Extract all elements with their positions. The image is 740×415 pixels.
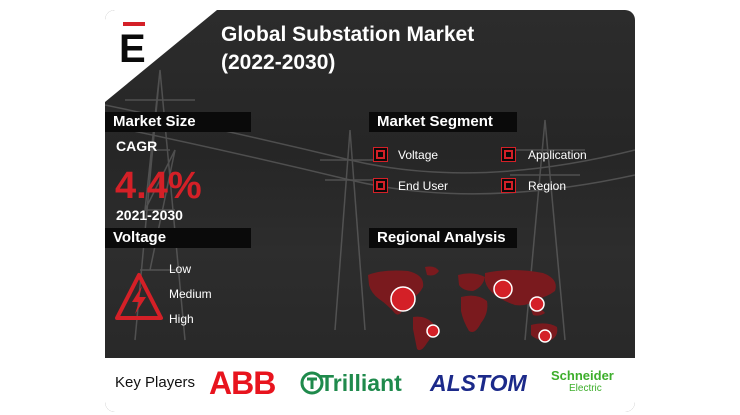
segment-item-voltage: Voltage bbox=[398, 148, 439, 162]
segment-bullet-application bbox=[501, 147, 516, 162]
title-line-1: Global Substation Market bbox=[221, 23, 475, 46]
electric-wordmark: Electric bbox=[569, 383, 602, 394]
logo-alstom: ALSTOM bbox=[430, 370, 527, 396]
logo-abb: ABB bbox=[209, 365, 276, 401]
cagr-value: 4.4% bbox=[115, 165, 202, 207]
segment-bullet-voltage bbox=[373, 147, 388, 162]
logo-letter: E bbox=[119, 27, 146, 71]
region-marker-north-america bbox=[390, 286, 416, 312]
voltage-item-medium: Medium bbox=[169, 287, 212, 301]
region-marker-asia bbox=[529, 296, 545, 312]
voltage-warning-icon bbox=[115, 273, 163, 320]
region-marker-europe bbox=[493, 279, 513, 299]
logo-schneider-electric: Schneider Electric bbox=[551, 368, 614, 394]
trilliant-wordmark: Trilliant bbox=[320, 370, 402, 396]
region-marker-australia bbox=[538, 329, 552, 343]
regional-analysis-heading: Regional Analysis bbox=[369, 228, 517, 248]
world-map bbox=[368, 266, 558, 351]
voltage-heading: Voltage bbox=[105, 228, 251, 248]
segment-item-application: Application bbox=[528, 148, 587, 162]
voltage-item-high: High bbox=[169, 312, 194, 326]
title-line-2: (2022-2030) bbox=[221, 51, 336, 74]
market-segment-heading: Market Segment bbox=[369, 112, 517, 132]
segment-bullet-region bbox=[501, 178, 516, 193]
segment-bullet-end-user bbox=[373, 178, 388, 193]
voltage-item-low: Low bbox=[169, 262, 192, 276]
trilliant-mark-icon bbox=[300, 371, 324, 395]
market-size-heading: Market Size bbox=[105, 112, 251, 132]
segment-item-end-user: End User bbox=[398, 179, 449, 193]
infographic-card: E Global Substation Market (2022-2030) M… bbox=[105, 10, 635, 412]
logo-badge: E bbox=[105, 10, 217, 102]
region-marker-south-america bbox=[426, 324, 440, 338]
segment-item-region: Region bbox=[528, 179, 567, 193]
key-players-label: Key Players bbox=[115, 374, 196, 391]
key-players-bar: Key Players ABB Trilliant ALSTOM Schneid… bbox=[105, 358, 635, 412]
cagr-period: 2021-2030 bbox=[116, 207, 183, 223]
schneider-wordmark: Schneider bbox=[551, 368, 614, 383]
cagr-label: CAGR bbox=[116, 138, 158, 154]
